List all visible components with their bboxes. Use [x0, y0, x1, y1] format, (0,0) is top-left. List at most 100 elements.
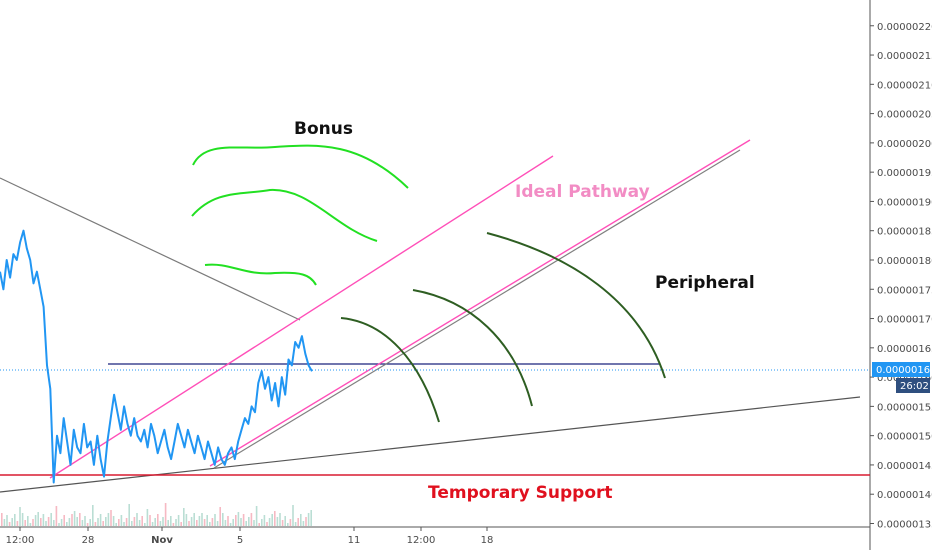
- volume-bar: [279, 513, 281, 526]
- volume-bar: [136, 513, 138, 526]
- volume-bar: [292, 505, 294, 526]
- volume-bar: [281, 520, 284, 526]
- volume-bar: [227, 516, 229, 526]
- y-tick-label: 0.00000220: [877, 22, 932, 33]
- volume-bar: [68, 518, 71, 526]
- volume-bar: [271, 514, 273, 526]
- volume-bar: [180, 522, 182, 526]
- volume-bar: [144, 523, 146, 526]
- volume-bar: [302, 521, 305, 526]
- volume-bar: [141, 516, 143, 526]
- volume-bar: [172, 523, 175, 526]
- volume-bar: [284, 516, 286, 526]
- volume-bar: [110, 510, 112, 526]
- annotation-temporary-support: Temporary Support: [428, 483, 613, 503]
- volume-bar: [37, 512, 39, 526]
- volume-bar: [266, 522, 268, 526]
- volume-bar: [118, 519, 120, 526]
- volume-bar: [196, 520, 198, 526]
- volume-bar: [294, 522, 297, 526]
- volume-bar: [84, 516, 86, 526]
- volume-bar: [63, 515, 65, 526]
- x-axis-ticks: 12:00 28 Nov 5 11 12:00 18: [6, 527, 494, 546]
- x-tick-label: 11: [348, 535, 361, 546]
- volume-bar: [66, 522, 68, 526]
- volume-bar: [45, 521, 47, 526]
- x-tick-label: 5: [237, 535, 243, 546]
- volume-bar: [89, 519, 91, 526]
- volume-bar: [133, 517, 136, 526]
- y-tick-label: 0.00000175: [877, 285, 932, 296]
- volume-bar: [229, 523, 232, 526]
- ideal-pathway-lower-line: [209, 139, 751, 467]
- volume-bar: [50, 513, 52, 526]
- volume-bar: [29, 523, 32, 526]
- volume-bar: [120, 515, 123, 526]
- volume-bar: [167, 520, 169, 526]
- volume-bar: [102, 521, 104, 526]
- volume-bar: [274, 511, 276, 526]
- peripheral-arc-2: [412, 289, 533, 407]
- peripheral-arc-3: [486, 232, 666, 379]
- volume-bar: [47, 517, 50, 526]
- volume-bar: [300, 514, 302, 526]
- price-series-line: [0, 229, 313, 484]
- annotation-peripheral: Peripheral: [655, 273, 755, 293]
- volume-bar: [24, 520, 26, 526]
- volume-bar: [92, 505, 94, 526]
- y-tick-label: 0.00000155: [877, 402, 932, 413]
- y-tick-label: 0.00000150: [877, 432, 932, 443]
- x-tick-label: 18: [481, 535, 494, 546]
- ascending-support-trendline: [0, 396, 861, 493]
- x-tick-label: 28: [82, 535, 95, 546]
- y-tick-label: 0.00000190: [877, 197, 932, 208]
- volume-bar: [224, 520, 227, 526]
- volume-bar: [125, 518, 128, 526]
- volume-bar: [107, 513, 110, 526]
- peripheral-arc-1: [340, 317, 440, 423]
- bonus-arc-bottom: [204, 263, 317, 286]
- volume-bar: [149, 515, 151, 526]
- descending-trendline: [0, 177, 301, 321]
- volume-bar: [71, 514, 73, 526]
- x-tick-label: Nov: [151, 535, 173, 546]
- volume-bar: [131, 521, 133, 526]
- volume-bar: [81, 520, 84, 526]
- price-axis-panel[interactable]: [870, 0, 932, 550]
- volume-bar: [175, 519, 177, 526]
- volume-bar: [164, 503, 167, 526]
- volume-bar: [216, 521, 219, 526]
- y-axis-ticks: 0.00000220 0.00000215 0.00000210 0.00000205…: [870, 22, 932, 530]
- volume-bar: [97, 518, 99, 526]
- volume-bar: [53, 520, 55, 526]
- y-tick-label: 0.00000215: [877, 51, 932, 62]
- y-tick-label: 0.00000140: [877, 490, 932, 501]
- volume-bar: [214, 514, 216, 526]
- volume-bar: [170, 516, 172, 526]
- volume-bar: [255, 506, 258, 526]
- countdown-badge: [896, 378, 930, 393]
- volume-bar: [42, 514, 45, 526]
- volume-bar: [219, 507, 221, 526]
- volume-bar: [276, 517, 279, 526]
- volume-bar: [222, 513, 224, 526]
- volume-bar: [157, 514, 159, 526]
- volume-bar: [263, 515, 266, 526]
- volume-bar: [79, 513, 81, 526]
- volume-bar: [86, 523, 89, 526]
- volume-bar: [261, 519, 263, 526]
- ideal-pathway-upper-line: [49, 155, 554, 479]
- volume-bar: [112, 516, 115, 526]
- volume-bar: [1, 513, 3, 526]
- volume-bar: [193, 513, 195, 526]
- y-tick-label: 0.00000200: [877, 139, 932, 150]
- volume-bar: [19, 507, 21, 526]
- volume-bar: [138, 520, 141, 526]
- y-tick-label: 0.00000135: [877, 519, 932, 530]
- volume-bar: [14, 514, 16, 526]
- volume-bar: [177, 515, 180, 526]
- volume-bar: [185, 514, 188, 526]
- volume-bar: [94, 522, 97, 526]
- volume-bar: [268, 518, 271, 526]
